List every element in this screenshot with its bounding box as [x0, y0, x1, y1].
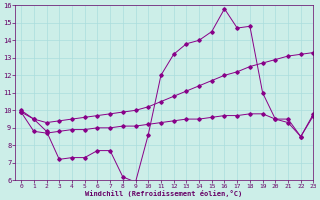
X-axis label: Windchill (Refroidissement éolien,°C): Windchill (Refroidissement éolien,°C) [85, 190, 243, 197]
